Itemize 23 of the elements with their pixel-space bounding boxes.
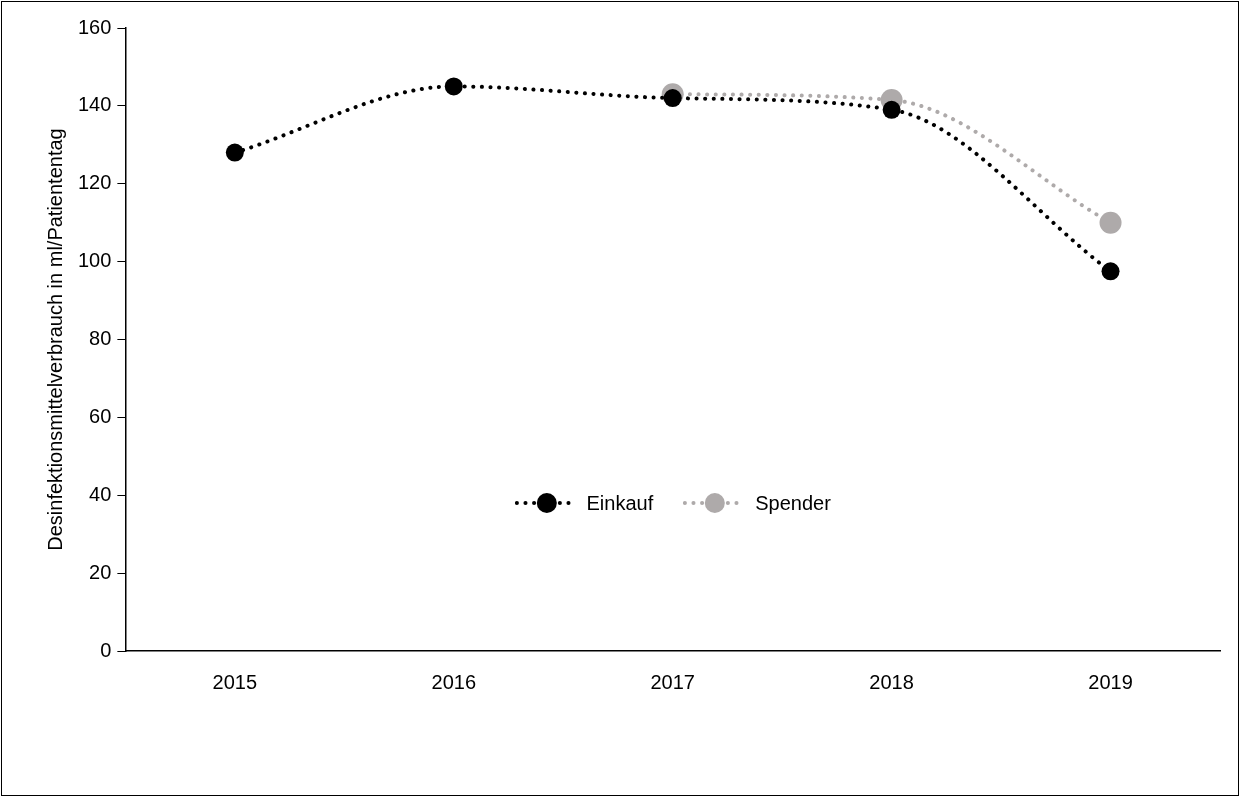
legend-label: Spender [755,491,831,515]
y-tick-label: 120 [77,171,112,194]
y-tick-label: 60 [89,404,112,427]
y-tick-label: 0 [100,638,112,661]
point [882,100,901,119]
y-tick-label: 160 [77,15,112,38]
point [225,143,244,162]
x-tick-label: 2018 [869,670,914,693]
point [1099,211,1122,234]
y-axis-title: Desinfektionsmittelverbrauch in ml/Patiententag [43,128,66,551]
point [1101,262,1120,281]
point [444,77,463,96]
x-tick-label: 2019 [1088,670,1133,693]
y-tick-label: 80 [89,327,112,350]
x-tick-label: 2017 [650,670,695,693]
y-tick-label: 40 [89,482,112,505]
y-tick-label: 100 [77,249,112,272]
y-tick-label: 140 [77,93,112,116]
legend-label: Einkauf [586,491,654,515]
y-tick-label: 20 [89,560,112,583]
x-tick-label: 2016 [431,670,477,693]
point [663,89,682,108]
x-tick-label: 2015 [212,670,258,693]
